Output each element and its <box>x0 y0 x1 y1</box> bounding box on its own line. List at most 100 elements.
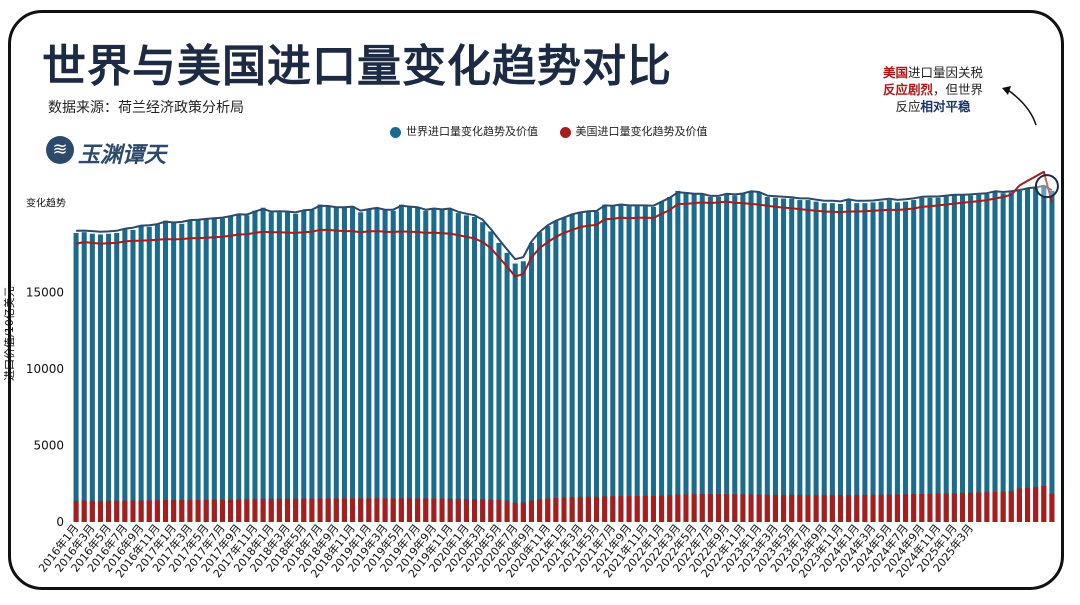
bar-us <box>748 494 754 522</box>
bar-world <box>504 252 510 522</box>
bar-world <box>959 195 966 522</box>
bar-us <box>984 492 990 522</box>
bar-us <box>463 499 469 522</box>
bar-us <box>699 494 705 522</box>
bar-world <box>122 229 128 522</box>
bar-us <box>553 497 559 522</box>
bar-us <box>138 500 144 522</box>
bar-us <box>675 494 681 522</box>
bar-us <box>1025 487 1031 522</box>
bar-us <box>130 500 136 522</box>
bar-us <box>146 500 152 522</box>
bar-us <box>89 500 95 522</box>
bar-us <box>382 498 388 522</box>
bar-us <box>81 500 87 522</box>
bar-us <box>350 498 356 522</box>
bar-us <box>317 498 323 522</box>
bar-us <box>439 498 445 522</box>
bar-world <box>675 190 681 522</box>
bar-us <box>837 495 844 522</box>
bar-world <box>268 212 274 522</box>
bar-us <box>764 494 770 522</box>
bar-world <box>577 212 583 522</box>
bar-us <box>870 494 876 522</box>
bar-us <box>333 498 339 522</box>
bar-us <box>520 502 526 522</box>
bar-world <box>642 206 648 523</box>
bar-us <box>772 494 778 522</box>
bar-world <box>472 216 478 522</box>
bar-world <box>81 232 87 523</box>
bar-world <box>520 261 526 522</box>
bar-world <box>406 206 413 523</box>
bar-world <box>341 207 347 523</box>
bar-world <box>659 201 665 522</box>
bar-world <box>992 191 998 522</box>
bar-world <box>423 210 429 522</box>
bar-us <box>374 498 380 522</box>
bar-us <box>821 495 827 522</box>
bar-world <box>317 204 323 522</box>
bar-world <box>781 198 787 522</box>
bar-world <box>276 212 282 522</box>
bar-world <box>585 211 591 522</box>
bar-world <box>358 212 364 522</box>
bar-world <box>284 212 291 522</box>
annotation-part-5: 反应 <box>895 99 921 114</box>
bar-world <box>618 204 624 522</box>
bar-world <box>854 203 860 522</box>
bar-world <box>886 200 892 522</box>
bar-us <box>561 497 567 522</box>
bar-world <box>748 190 754 522</box>
bar-us <box>423 498 429 522</box>
bar-world <box>431 208 437 522</box>
bar-world <box>1033 187 1039 522</box>
bar-world <box>610 206 616 523</box>
bar-world <box>545 226 551 522</box>
trend-line-us <box>75 170 1053 278</box>
bar-world <box>244 215 250 522</box>
bar-us <box>846 495 852 522</box>
bar-world <box>927 197 933 522</box>
y-tick-label: 5000 <box>33 439 64 453</box>
bar-world <box>797 200 803 522</box>
bar-us <box>358 498 364 522</box>
bar-world <box>390 210 396 522</box>
bar-world <box>1025 188 1031 522</box>
bar-us <box>512 502 518 522</box>
bar-world <box>154 224 160 522</box>
bar-us <box>813 495 819 522</box>
bar-world <box>715 197 722 522</box>
bar-us <box>309 498 315 522</box>
bar-us <box>789 494 795 522</box>
bar-world <box>862 203 868 522</box>
bar-us <box>919 494 925 522</box>
bar-us <box>293 498 299 522</box>
bar-world <box>528 242 534 522</box>
bar-us <box>610 496 616 522</box>
bar-us <box>252 499 258 522</box>
bar-us <box>927 493 933 522</box>
bar-world <box>187 220 193 523</box>
bar-us <box>992 492 998 522</box>
bar-world <box>333 207 339 523</box>
bar-us <box>528 500 534 522</box>
bar-us <box>1008 491 1014 522</box>
bar-world <box>707 197 713 522</box>
bar-us <box>650 496 656 522</box>
bar-world <box>374 207 380 523</box>
bar-world <box>309 210 315 522</box>
data-source: 数据来源：荷兰经济政策分析局 <box>48 100 244 116</box>
legend-dot-world <box>390 126 401 138</box>
bar-world <box>561 217 567 522</box>
bar-us <box>1016 488 1022 522</box>
bar-world <box>97 234 103 522</box>
bar-world <box>829 203 835 522</box>
bar-us <box>805 495 811 522</box>
bar-us <box>1000 491 1006 522</box>
bar-us <box>301 498 307 522</box>
bar-us <box>114 500 120 522</box>
bar-us <box>276 498 282 522</box>
bar-us <box>106 500 112 522</box>
bar-us <box>154 500 160 522</box>
